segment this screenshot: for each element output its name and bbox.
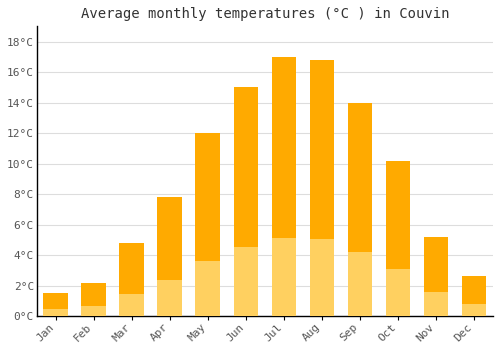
Bar: [120, 294, 144, 316]
Bar: [44, 293, 68, 316]
Bar: [424, 292, 448, 316]
Bar: [158, 197, 182, 316]
Bar: [272, 238, 296, 316]
Bar: [424, 237, 448, 316]
Bar: [462, 276, 486, 316]
Bar: [310, 239, 334, 316]
Bar: [196, 261, 220, 316]
Bar: [234, 87, 258, 316]
Title: Average monthly temperatures (°C ) in Couvin: Average monthly temperatures (°C ) in Co…: [80, 7, 449, 21]
Bar: [386, 161, 410, 316]
Bar: [82, 282, 106, 316]
Bar: [348, 252, 372, 316]
Bar: [386, 270, 410, 316]
Bar: [44, 309, 68, 316]
Bar: [82, 306, 106, 316]
Bar: [196, 133, 220, 316]
Bar: [234, 247, 258, 316]
Bar: [120, 243, 144, 316]
Bar: [462, 304, 486, 316]
Bar: [158, 280, 182, 316]
Bar: [348, 103, 372, 316]
Bar: [272, 57, 296, 316]
Bar: [310, 60, 334, 316]
